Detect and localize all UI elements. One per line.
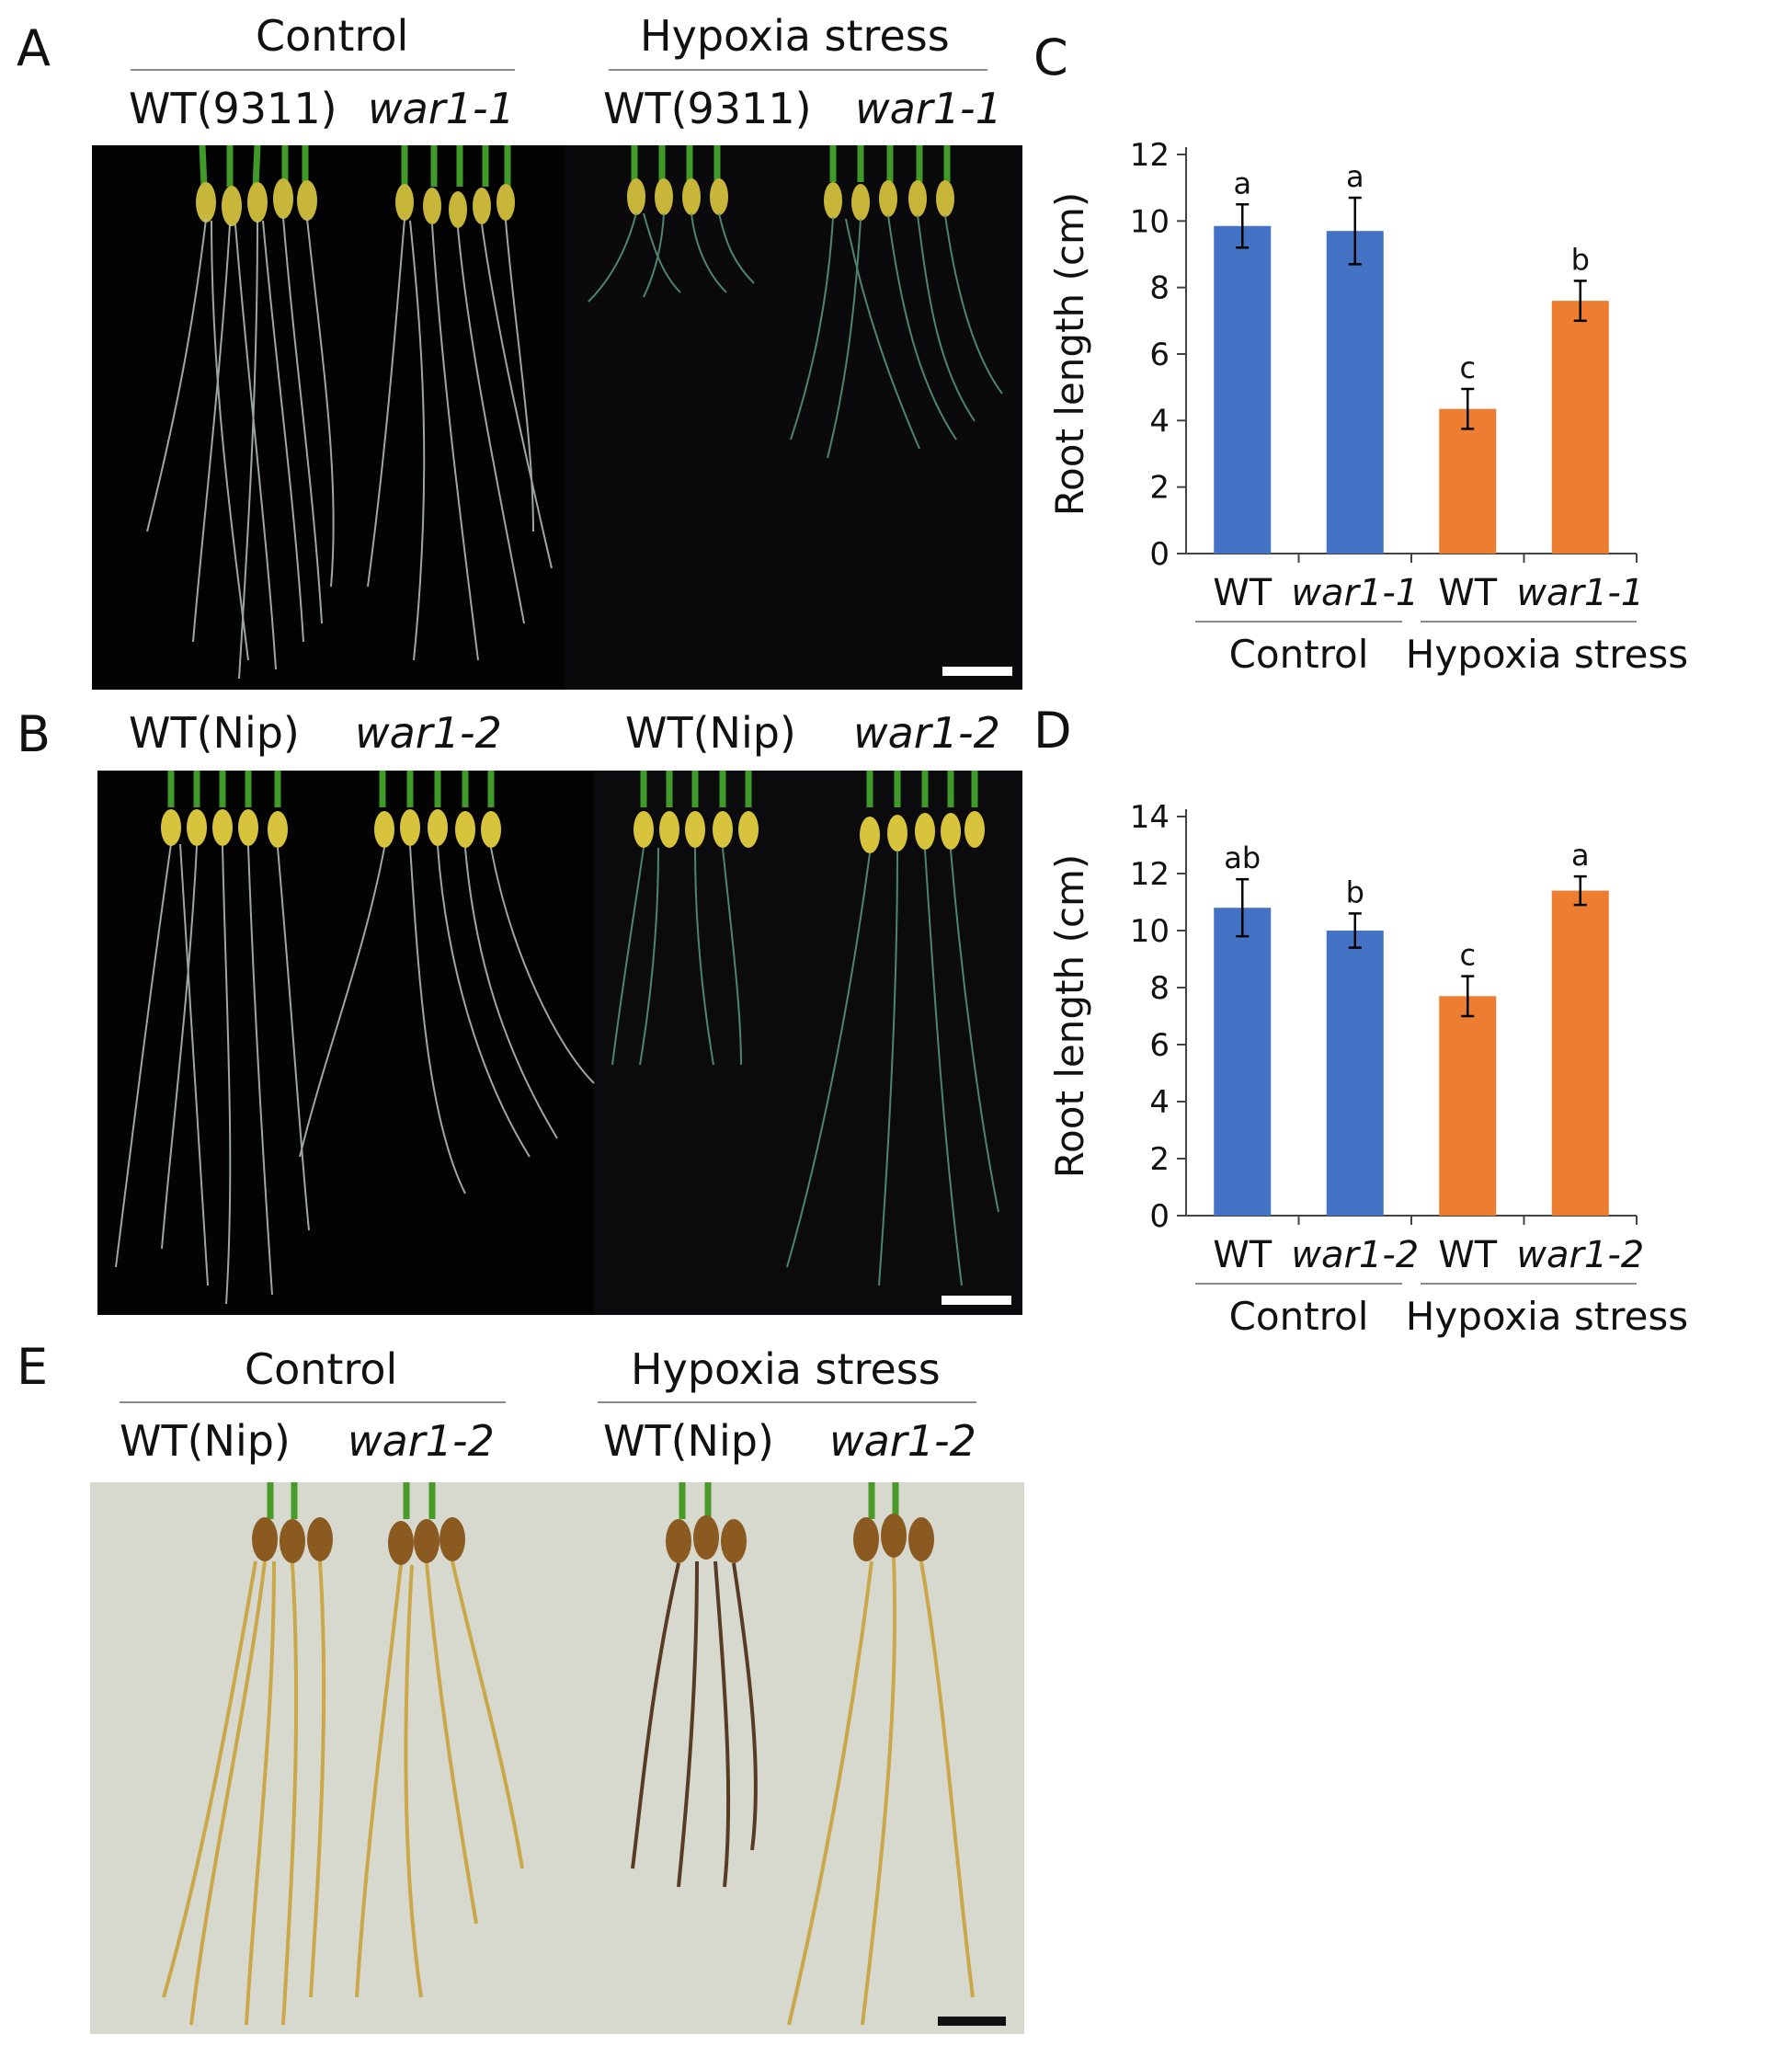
chart-d-ytick-label-1: 2 [1149,1141,1170,1178]
chart-c-ytick-label-2: 4 [1149,403,1170,440]
chart-d-bar-1 [1326,931,1384,1216]
chart-c-ytick-label-6: 12 [1130,137,1170,174]
panel-label-c: C [1033,29,1068,86]
chart-c-group-label-0: Control [1229,632,1369,677]
panel-e-group-rule-hypoxia [598,1401,976,1403]
panel-label-e: E [17,1338,49,1396]
panel-e-group-rule-control [120,1401,506,1403]
chart-c-ytick-label-1: 2 [1149,470,1170,507]
panel-e-col-2: war1-2 [348,1416,495,1466]
chart-c-bar-2 [1439,408,1497,554]
panel-b-photo [97,771,1022,1315]
chart-d-letter-3: a [1571,838,1590,873]
panel-label-a: A [17,19,51,77]
chart-c: 0 2 4 6 8 10 12 Root length (cm) a WT a war1-1 c WT b w… [1048,137,1688,677]
chart-c-group-label-1: Hypoxia stress [1406,632,1688,677]
chart-d-xtick-label-3: war1-2 [1516,1234,1644,1276]
panel-a-group-control: Control [256,11,409,61]
chart-c-letter-2: c [1459,350,1476,385]
chart-c-xtick-label-3: war1-1 [1516,572,1644,614]
chart-d-letter-1: b [1346,874,1364,909]
panel-b-scalebar [942,1296,1011,1305]
chart-c-bar-1 [1326,231,1384,554]
chart-d: 0 2 4 6 8 10 12 14 Root length (cm) ab WT b war1-2 c W… [1048,799,1688,1339]
chart-d-xtick-label-2: WT [1438,1234,1498,1276]
chart-d-ytick-label-7: 14 [1130,799,1170,836]
panel-a-col-2: war1-1 [368,84,515,133]
panel-e-scalebar [938,2017,1006,2026]
panel-a-col-1: WT(9311) [129,84,337,133]
panel-e-col-1: WT(Nip) [120,1416,291,1466]
chart-d-bar-2 [1439,996,1497,1216]
panel-a-col-4: war1-1 [855,84,1002,133]
chart-c-letter-0: a [1233,166,1251,200]
panel-a-col-3: WT(9311) [603,84,812,133]
chart-d-xtick-label-1: war1-2 [1291,1234,1419,1276]
chart-d-ytick-label-6: 12 [1130,856,1170,893]
chart-c-xtick-label-2: WT [1438,572,1498,614]
chart-c-xtick-label-0: WT [1213,572,1273,614]
chart-d-ytick-label-3: 6 [1149,1027,1170,1064]
chart-d-group-label-1: Hypoxia stress [1406,1294,1688,1339]
chart-d-group-label-0: Control [1229,1294,1369,1339]
panel-b-col-4: war1-2 [853,708,1000,758]
chart-c-xtick-label-1: war1-1 [1291,572,1419,614]
chart-d-xtick-label-0: WT [1213,1234,1273,1276]
panel-a-group-hypoxia: Hypoxia stress [640,11,950,61]
chart-d-letter-0: ab [1224,840,1261,875]
chart-d-ytick-label-0: 0 [1149,1198,1170,1235]
chart-c-letter-1: a [1346,159,1364,194]
chart-c-bar-3 [1551,301,1609,554]
panel-e-col-3: WT(Nip) [603,1416,774,1466]
panel-a-group-rule-control [131,69,515,71]
panel-b-col-3: WT(Nip) [625,708,796,758]
chart-d-ylabel: Root length (cm) [1048,854,1092,1179]
chart-c-ytick-label-5: 10 [1130,203,1170,240]
panel-e-photo [90,1482,1024,2034]
chart-c-ytick-label-0: 0 [1149,536,1170,573]
chart-d-ytick-label-4: 8 [1149,970,1170,1007]
panel-e-group-control: Control [245,1344,398,1394]
chart-d-bar-0 [1214,908,1272,1216]
panel-a-photo [92,145,1022,690]
panel-b-col-2: war1-2 [355,708,502,758]
chart-c-ytick-label-3: 6 [1149,337,1170,373]
chart-c-letter-3: b [1571,242,1590,277]
chart-c-ylabel: Root length (cm) [1048,192,1092,517]
chart-c-bar-0 [1214,225,1272,554]
panel-a-group-rule-hypoxia [609,69,987,71]
chart-d-ytick-label-5: 10 [1130,913,1170,950]
panel-b-col-1: WT(Nip) [129,708,300,758]
chart-d-bar-3 [1551,890,1609,1216]
panel-e-group-hypoxia: Hypoxia stress [631,1344,941,1394]
panel-a-scalebar [942,667,1012,676]
panel-e-col-4: war1-2 [829,1416,976,1466]
chart-d-letter-2: c [1459,938,1476,973]
chart-d-ytick-label-2: 4 [1149,1084,1170,1121]
panel-label-b: B [17,705,51,763]
panel-label-d: D [1033,702,1072,760]
chart-c-ytick-label-4: 8 [1149,270,1170,307]
